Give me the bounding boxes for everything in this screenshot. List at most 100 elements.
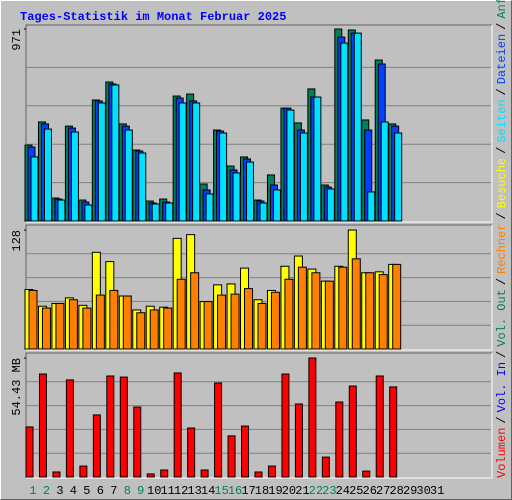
bar [149,309,159,350]
bar [297,266,307,350]
x-tick-label: 9 [137,484,144,498]
legend-entry: Anfragen [495,0,509,19]
x-tick-label: 10 [147,484,161,498]
x-tick-label: 12 [174,484,188,498]
x-tick-label: 27 [376,484,390,498]
plot-border [26,225,493,351]
bar [70,131,79,222]
legend-entry: Seiten [495,99,509,142]
bar [133,406,142,478]
bar [246,161,255,222]
x-tick-label: 26 [363,484,377,498]
bar [28,289,38,350]
bar [200,469,209,478]
bar [294,403,303,478]
bar [95,294,105,350]
legend-separator: / [495,416,509,423]
bar [25,426,34,478]
bar [97,102,106,222]
x-tick-label: 14 [201,484,215,498]
bar [68,299,78,350]
plot-area [26,353,492,478]
bar [57,199,66,222]
y-tick-label: 54.43 MB [10,358,24,416]
y-tick-label: 971 [10,29,24,51]
bar [82,307,92,350]
bar [151,203,160,222]
bar [254,471,263,478]
legend-entry: Vol. In [495,362,509,412]
x-tick-label: 6 [97,484,104,498]
bar [351,258,361,350]
bar [308,357,317,478]
bar [362,470,371,478]
bar [313,96,322,222]
bar [338,266,348,350]
bar [284,278,294,350]
bar [136,312,146,350]
x-tick-label: 7 [110,484,117,498]
x-tick-label: 8 [124,484,131,498]
bar [187,427,196,478]
legend-separator: / [495,212,509,219]
bar [286,109,295,222]
bar [41,307,51,350]
bar [219,132,228,222]
bar [122,295,132,350]
x-tick-label: 25 [349,484,363,498]
bar [92,414,101,478]
x-tick-label: 18 [255,484,269,498]
bar [299,132,308,222]
bar [176,278,186,350]
bar [43,128,52,222]
bar [324,280,334,350]
bar [178,102,187,222]
x-tick-label: 24 [336,484,350,498]
bar [348,385,357,478]
x-tick-label: 4 [70,484,77,498]
x-tick-label: 28 [389,484,403,498]
bar [259,202,268,222]
legend-separator: / [495,23,509,30]
bar [124,129,133,222]
bar [365,272,375,350]
x-tick-label: 22 [309,484,323,498]
x-tick-label: 30 [416,484,430,498]
legend-separator: / [495,351,509,358]
bar [272,189,281,222]
y-tick-label: 128 [10,230,24,252]
legend-separator: / [495,278,509,285]
bar [119,376,128,478]
bar [203,301,213,350]
bar [353,32,362,222]
bar [79,465,88,478]
legend-entry: Besuche [495,158,509,208]
bar [394,132,403,222]
x-tick-label: 15 [214,484,228,498]
chart-title: Tages-Statistik im Monat Februar 2025 [20,10,286,24]
plot-border [26,25,493,223]
x-tick-label: 5 [83,484,90,498]
bar [165,202,174,222]
bar [217,294,227,350]
plot-border [26,353,493,479]
bar [389,386,398,478]
x-tick-label: 16 [228,484,242,498]
legend-separator: / [495,147,509,154]
legend: Volumen / Vol. In / Vol. Out / Rechner / Besuche… [495,0,509,478]
bar [138,152,147,222]
bar [173,372,182,478]
bar [241,425,250,478]
bar [65,379,74,478]
bar [230,293,240,350]
bar [163,307,173,350]
bar [111,84,120,222]
x-tick-label: 3 [56,484,63,498]
bar [340,42,349,222]
legend-entry: Dateien [495,34,509,84]
bar [55,302,65,350]
bar [30,156,39,222]
x-tick-label: 31 [430,484,444,498]
